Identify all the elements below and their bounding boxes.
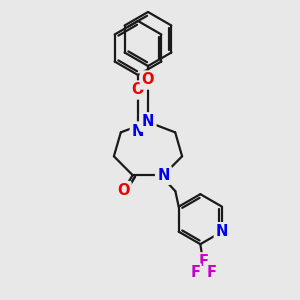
Text: F: F (206, 265, 216, 280)
Text: N: N (157, 168, 170, 183)
Text: O: O (117, 183, 130, 198)
Text: N: N (142, 115, 154, 130)
Text: O: O (132, 82, 144, 98)
Text: O: O (142, 73, 154, 88)
Text: F: F (190, 265, 200, 280)
Text: N: N (216, 224, 228, 239)
Text: N: N (142, 115, 154, 130)
Text: F: F (198, 254, 208, 269)
Text: N: N (132, 124, 144, 139)
Text: N: N (157, 168, 170, 183)
